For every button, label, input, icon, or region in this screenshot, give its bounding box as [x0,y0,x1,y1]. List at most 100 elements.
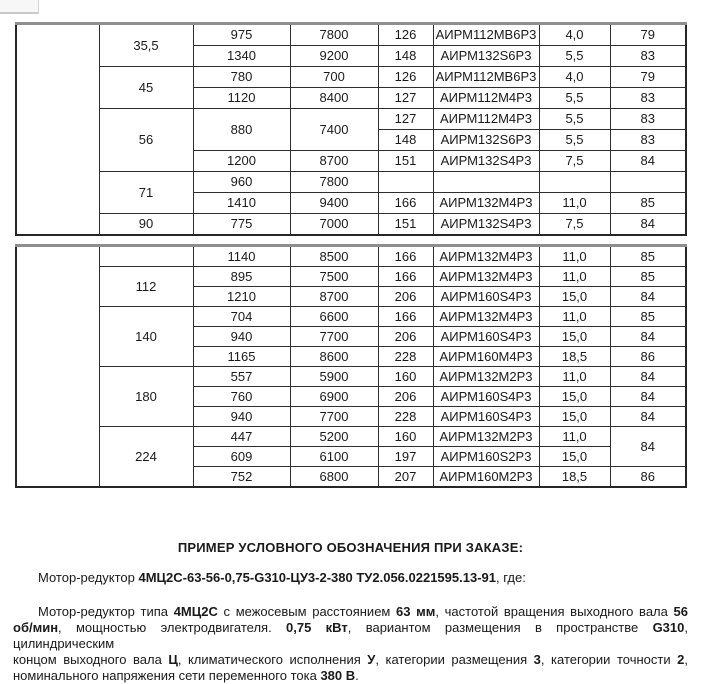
table-row: 112 895 7500 166 АИРМ132М4Р3 11,0 85 [16,266,687,307]
table-cell: 6100 [289,446,379,467]
designation-bold-run: У [367,652,376,667]
table-cell: 84 [609,426,687,467]
description-line: об/мин, мощностью электродвигателя. 0,75… [13,620,688,652]
table-cell: 166 [377,266,434,287]
table-cell: АИРМ160S4Р3 [432,406,540,427]
designation-bold-run: 4МЦ2С [173,604,218,619]
table-row: 609 6100 197 АИРМ160S2Р3 15,0 [16,446,686,467]
table-cell: 83 [609,129,687,151]
table-row: 140 704 6600 166 АИРМ132М4Р3 11,0 85 [16,306,687,367]
designation-bold-run: 0,75 кВт [286,620,348,635]
text-run: Мотор-редуктор [38,570,139,585]
table-row: 760 6900 206 АИРМ160S4Р3 15,0 84 [16,386,687,407]
table-cell: 84 [609,386,687,407]
table-cell: 1140 [192,245,291,267]
table-cell: АИРМ112МВ6Р3 [432,66,540,88]
table-cell: 166 [377,192,434,214]
table-cell: 127 [377,108,434,130]
table-cell: АИРМ160S2Р3 [432,446,540,467]
table-cell: 151 [377,150,434,172]
table-cell: 5,5 [538,129,611,151]
table-cell: 780 [192,66,291,88]
table-row: 1340 9200 148 АИРМ132S6Р3 5,5 83 [16,45,687,67]
table-cell: АИРМ132S6Р3 [432,45,540,67]
table-cell: 1200 [192,150,291,172]
table-cell: 11,0 [538,245,611,267]
table-cell: 775 [192,213,291,236]
table-cell: 85 [609,266,687,287]
description-line: Мотор-редуктор типа 4МЦ2С с межосевым ра… [13,604,688,620]
table-cell: 8500 [289,245,379,267]
table-cell: 7500 [289,266,379,287]
table-cell: 224 [98,426,194,488]
text-run: , вариантом размещения в пространстве [347,620,653,635]
designation-bold-run: 380 В [320,668,356,683]
table-cell: 126 [377,66,434,88]
table-cell: 85 [609,245,687,267]
table-cell: 127 [377,87,434,109]
table-cell: АИРМ132М2Р3 [432,366,540,387]
table-cell: 148 [377,129,434,151]
table-cell: 11,0 [538,366,611,387]
table-row: 56 880 7400 127 АИРМ112М4Р3 5,5 83 [16,108,687,172]
table-cell: 84 [609,213,687,236]
table-cell: 6800 [289,466,379,488]
table-cell: 18,5 [538,346,611,367]
table-cell: 704 [192,306,291,327]
table-cell: 880 [192,108,291,151]
table-row: 224 447 5200 160 АИРМ132М2Р3 11,0 84 [16,426,687,488]
text-run: , категории размещения [375,652,534,667]
table-cell: 11,0 [538,306,611,327]
order-description: Мотор-редуктор типа 4МЦ2С с межосевым ра… [13,604,688,684]
table-row: 71 960 7800 [16,171,687,214]
table-cell: 5200 [289,426,379,447]
table-row: 35,5 975 7800 126 АИРМ112МВ6Р3 4,0 79 [15,23,687,236]
text-run: номинального напряжения сети переменного… [13,668,321,683]
table-cell: 228 [377,406,434,427]
table-cell: 7,5 [538,150,611,172]
table-cell: 8400 [289,87,379,109]
table-cell: 86 [609,466,687,488]
table-cell: 7000 [289,213,379,236]
table-cell: 975 [192,23,291,46]
table-cell: 15,0 [538,326,611,347]
table-cell: АИРМ132М4Р3 [432,306,540,327]
table-cell: 4,0 [538,66,611,88]
table-cell: 140 [98,306,194,367]
table-cell: 84 [609,326,687,347]
table-cell: АИРМ132М2Р3 [432,426,540,447]
designation-bold-run: 4МЦ2С-63-56-0,75-G310-ЦУ3-2-380 ТУ2.056.… [138,570,497,585]
table-cell [609,171,687,193]
table-cell: 1410 [192,192,291,214]
reducer-table-upper: 35,5 975 7800 126 АИРМ112МВ6Р3 4,0 79 1340 9200 1… [15,22,687,236]
table-cell: АИРМ132М4Р3 [432,266,540,287]
table-row: 148 АИРМ132S6Р3 5,5 83 [16,129,687,151]
table-row: 1140 8500 166 АИРМ132М4Р3 11,0 85 [15,245,687,488]
table-cell [377,171,434,193]
table-cell: 126 [377,23,434,46]
table-cell: 86 [609,346,687,367]
table-cell: 83 [609,45,687,67]
text-run: , мощностью электродвигателя. [58,620,287,635]
table-cell: 85 [609,306,687,327]
table-cell: 84 [609,150,687,172]
table-cell: 752 [192,466,291,488]
table-cell: 7700 [289,326,379,347]
designation-bold-run: Ц [168,652,178,667]
table-cell: 700 [289,66,379,88]
scan-artifact [0,0,39,14]
table-cell [98,245,194,267]
table-cell: 7,5 [538,213,611,236]
designation-bold-run: об/мин [13,620,59,635]
table-cell: 760 [192,386,291,407]
table-cell: 79 [609,23,687,46]
table-cell: АИРМ160М2Р3 [432,466,540,488]
table-cell: 71 [98,171,194,214]
table-cell: 960 [192,171,291,193]
table-cell [15,245,100,488]
description-line: концом выходного вала Ц, климатического … [13,652,688,668]
table-cell: 197 [377,446,434,467]
table-cell: 11,0 [538,192,611,214]
table-cell: 206 [377,326,434,347]
